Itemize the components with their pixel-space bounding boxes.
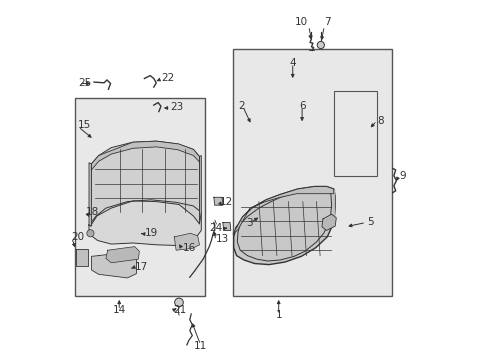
Text: 20: 20	[71, 232, 84, 242]
Text: 21: 21	[173, 305, 186, 315]
Text: 8: 8	[377, 116, 384, 126]
Circle shape	[317, 41, 324, 49]
Polygon shape	[232, 186, 333, 234]
Polygon shape	[90, 141, 199, 226]
Polygon shape	[91, 252, 136, 278]
Bar	[75, 98, 204, 296]
Text: 3: 3	[245, 218, 252, 228]
Polygon shape	[106, 247, 139, 263]
Polygon shape	[213, 197, 223, 205]
Polygon shape	[91, 141, 199, 170]
Text: 18: 18	[86, 207, 99, 217]
Text: 22: 22	[161, 73, 174, 84]
Polygon shape	[333, 189, 335, 222]
Text: 6: 6	[299, 101, 305, 111]
Polygon shape	[237, 189, 331, 261]
Polygon shape	[233, 186, 335, 265]
Bar	[232, 49, 391, 296]
Text: 25: 25	[78, 78, 91, 88]
Text: 5: 5	[366, 217, 373, 228]
Text: 7: 7	[324, 17, 330, 27]
Text: 13: 13	[215, 234, 228, 244]
Text: 15: 15	[78, 120, 91, 130]
Text: 11: 11	[194, 341, 207, 351]
Polygon shape	[89, 200, 201, 246]
Polygon shape	[89, 163, 91, 226]
Text: 16: 16	[182, 243, 195, 253]
Polygon shape	[76, 249, 88, 266]
Text: 4: 4	[289, 58, 295, 68]
Circle shape	[174, 298, 183, 307]
Polygon shape	[223, 222, 230, 230]
Polygon shape	[321, 214, 336, 230]
Polygon shape	[174, 233, 199, 250]
Text: 17: 17	[134, 262, 148, 272]
Text: 10: 10	[294, 17, 307, 27]
Text: 14: 14	[112, 305, 125, 315]
Text: 9: 9	[399, 171, 405, 181]
Text: 24: 24	[209, 222, 223, 233]
Circle shape	[87, 230, 94, 237]
Bar	[333, 91, 376, 176]
Text: 12: 12	[219, 197, 232, 207]
Text: 23: 23	[170, 102, 183, 112]
Text: 1: 1	[275, 310, 282, 320]
Text: 19: 19	[144, 228, 157, 238]
Polygon shape	[199, 156, 201, 224]
Text: 2: 2	[238, 101, 244, 111]
